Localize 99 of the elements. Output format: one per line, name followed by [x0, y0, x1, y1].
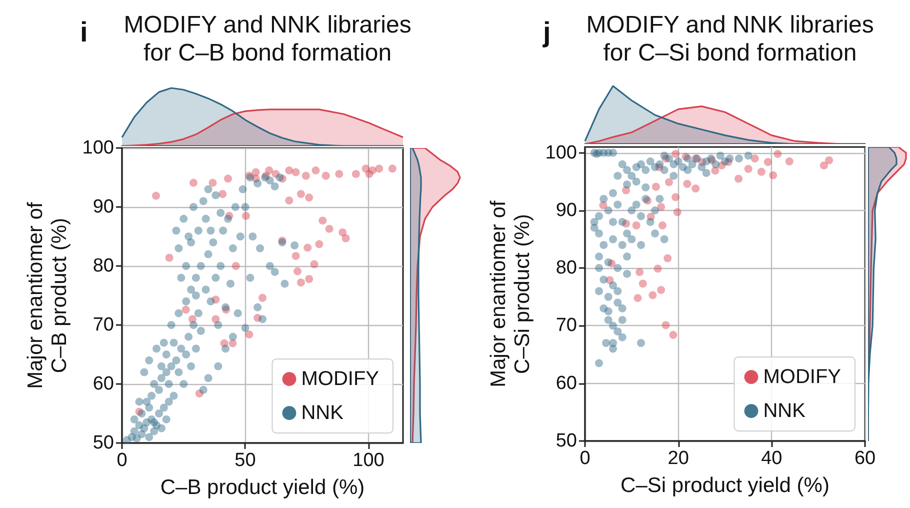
- point: [375, 164, 384, 173]
- x-tick-label: 60: [854, 448, 876, 469]
- point: [785, 157, 794, 166]
- point: [365, 170, 374, 178]
- point: [774, 150, 782, 158]
- point: [672, 150, 680, 158]
- text: i: [80, 16, 88, 48]
- point: [632, 221, 640, 230]
- chart-title: MODIFY and NNK libraries for C–Si bond formation: [586, 12, 874, 66]
- point: [218, 190, 227, 198]
- point: [764, 158, 772, 166]
- x-axis-title: C–B product yield (%): [160, 476, 365, 499]
- point: [744, 164, 752, 173]
- point: [673, 208, 682, 216]
- legend-label: MODIFY: [763, 366, 842, 388]
- y-tick-label: 70: [556, 315, 577, 336]
- point: [652, 182, 660, 191]
- point: [292, 252, 300, 260]
- point: [658, 221, 666, 230]
- point: [182, 306, 190, 314]
- y-tick-label: 50: [92, 432, 114, 454]
- point: [242, 212, 250, 220]
- point: [258, 294, 266, 302]
- point: [769, 171, 778, 180]
- point: [352, 170, 360, 178]
- point: [825, 156, 834, 164]
- point: [664, 254, 672, 262]
- point: [750, 154, 759, 163]
- y-axis-title: Major enantiomer of C–B product (%): [24, 202, 71, 389]
- point: [232, 262, 240, 270]
- point: [318, 216, 327, 225]
- point: [302, 172, 310, 180]
- x-tick-label: 0: [580, 448, 590, 469]
- text: j: [542, 16, 551, 48]
- point: [322, 172, 330, 180]
- point: [634, 294, 642, 302]
- point: [312, 166, 320, 174]
- point: [296, 278, 305, 287]
- x-tick-label: 20: [668, 448, 689, 469]
- x-tick-label: 0: [116, 450, 128, 471]
- y-tick-label: 60: [556, 372, 577, 394]
- point: [669, 330, 678, 339]
- legend-label: NNK: [763, 400, 806, 422]
- point: [757, 168, 766, 176]
- point: [636, 268, 644, 276]
- point: [189, 178, 198, 187]
- point: [338, 228, 347, 236]
- x-tick-label: 100: [352, 450, 384, 471]
- point: [638, 280, 647, 288]
- point: [285, 196, 294, 205]
- point: [294, 267, 302, 276]
- legend-label: MODIFY: [301, 368, 380, 390]
- point: [165, 254, 174, 262]
- point: [208, 178, 217, 187]
- point: [654, 264, 662, 273]
- point: [252, 168, 260, 176]
- point: [820, 161, 828, 170]
- legend-label: NNK: [301, 402, 344, 424]
- point: [388, 164, 396, 173]
- point: [152, 192, 160, 200]
- point: [335, 170, 344, 178]
- x-axis-title: C–Si product yield (%): [620, 474, 830, 497]
- point: [292, 168, 300, 176]
- y-tick-label: 50: [556, 430, 577, 452]
- y-tick-label: 60: [92, 374, 114, 394]
- point: [305, 274, 314, 283]
- point: [305, 194, 314, 202]
- point: [662, 321, 670, 330]
- point: [692, 184, 700, 193]
- point: [265, 166, 274, 174]
- point: [228, 339, 237, 348]
- point: [245, 330, 254, 338]
- y-tick-label: 100: [545, 142, 577, 164]
- point: [342, 234, 350, 242]
- point: [315, 240, 324, 248]
- point: [285, 166, 294, 174]
- point: [224, 174, 232, 183]
- x-tick-label: 50: [234, 450, 256, 471]
- y-tick-label: 90: [92, 196, 114, 218]
- point: [665, 178, 673, 186]
- point: [325, 224, 334, 233]
- chart-title: MODIFY and NNK libraries for C–B bond formation: [124, 12, 412, 66]
- x-tick-label: 40: [761, 448, 782, 469]
- y-tick-label: 100: [82, 138, 114, 158]
- point: [648, 291, 657, 300]
- y-tick-label: 70: [92, 314, 114, 336]
- y-tick-label: 90: [556, 200, 577, 221]
- y-tick-label: 80: [92, 256, 114, 276]
- point: [672, 193, 680, 202]
- point: [310, 260, 318, 268]
- point: [296, 190, 305, 198]
- point: [212, 315, 220, 324]
- y-axis-title: Major enantiomer of C–Si product (%): [486, 200, 534, 388]
- point: [683, 180, 692, 188]
- point: [657, 286, 666, 294]
- y-tick-label: 80: [556, 258, 577, 279]
- point: [657, 202, 666, 211]
- point: [304, 244, 312, 252]
- point: [734, 174, 743, 183]
